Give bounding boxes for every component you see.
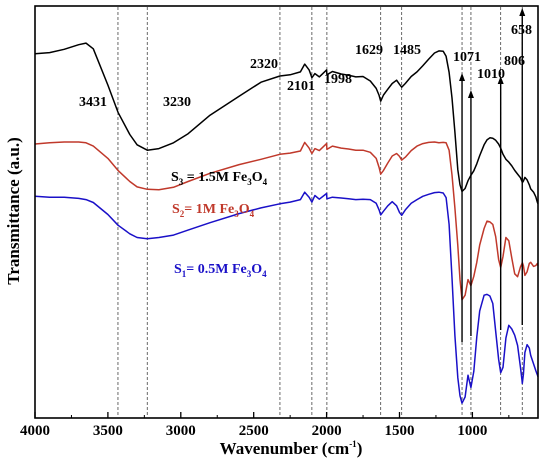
peak-arrows [459, 8, 526, 342]
peak-label: 1071 [453, 50, 481, 65]
peak-label: 3431 [79, 95, 107, 110]
sample-label-s2: S2= 1M Fe3O4 [172, 202, 255, 219]
peak-label: 658 [511, 23, 532, 38]
series-line-s2 [34, 141, 539, 301]
peak-arrow-head [459, 73, 466, 81]
peak-label: 1010 [477, 67, 505, 82]
y-axis-title: Transmittance (a.u.) [4, 137, 23, 284]
peak-label: 3230 [163, 95, 191, 110]
sample-label-s1: S1= 0.5M Fe3O4 [174, 262, 267, 279]
sample-labels: S3 = 1.5M Fe3O4 S2= 1M Fe3O4 S1= 0.5M Fe3O… [171, 170, 268, 279]
series-line-s3 [34, 42, 539, 205]
peak-label: 2101 [287, 79, 315, 94]
peak-label: 2320 [250, 57, 278, 72]
x-tick-label: 2000 [312, 423, 342, 439]
x-tick-label: 1000 [457, 423, 487, 439]
peak-arrow-head [519, 8, 526, 16]
peak-label: 1998 [324, 72, 352, 87]
peak-arrow-head [467, 90, 474, 98]
x-tick-label: 2500 [239, 423, 269, 439]
peak-arrow-head [497, 76, 504, 84]
peak-label: 806 [504, 54, 525, 69]
x-ticks: 4000 3500 3000 2500 2000 1500 1000 [20, 412, 510, 439]
x-axis-title: Wavenumber (cm-1) [220, 439, 363, 458]
plot-frame [34, 5, 539, 419]
x-tick-label: 3500 [93, 423, 123, 439]
spectra [34, 42, 539, 404]
x-tick-label: 4000 [20, 423, 50, 439]
peak-label: 1485 [393, 43, 421, 58]
peak-label: 1629 [355, 43, 383, 58]
x-tick-label: 3000 [166, 423, 196, 439]
x-tick-label: 1500 [384, 423, 414, 439]
sample-label-s3: S3 = 1.5M Fe3O4 [171, 170, 268, 187]
series-line-s1 [34, 191, 539, 404]
